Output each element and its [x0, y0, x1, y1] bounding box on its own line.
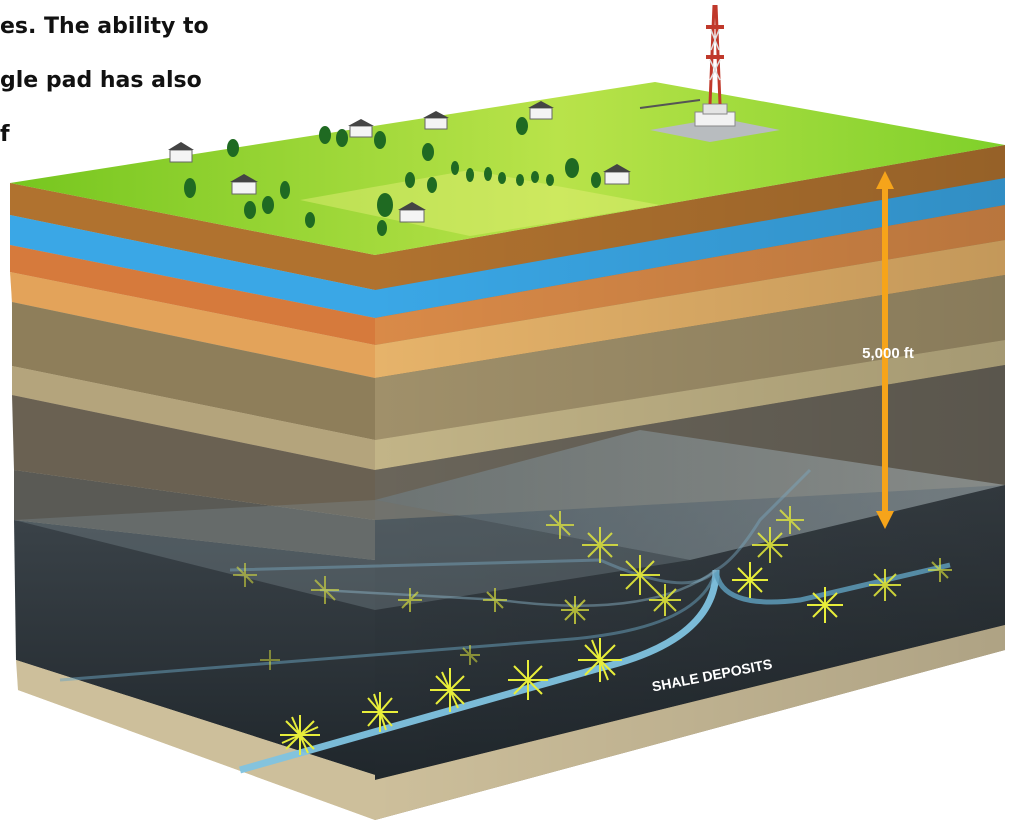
caption-text: es. The ability to gle pad has also f: [0, 0, 290, 175]
fracture-star-icon: [233, 506, 952, 755]
wellbore: [59, 130, 951, 774]
caption-line-2: gle pad has also: [0, 68, 202, 93]
left-face: [10, 183, 375, 820]
shale-floor-plane: [375, 430, 1005, 560]
caption-line-1: es. The ability to: [0, 14, 209, 39]
tree-icon: [184, 117, 601, 236]
caption-line-3: f: [0, 122, 10, 147]
depth-label: 5,000 ft: [862, 345, 914, 362]
drilling-rig-icon: [694, 4, 736, 127]
house-icon: [168, 101, 631, 223]
